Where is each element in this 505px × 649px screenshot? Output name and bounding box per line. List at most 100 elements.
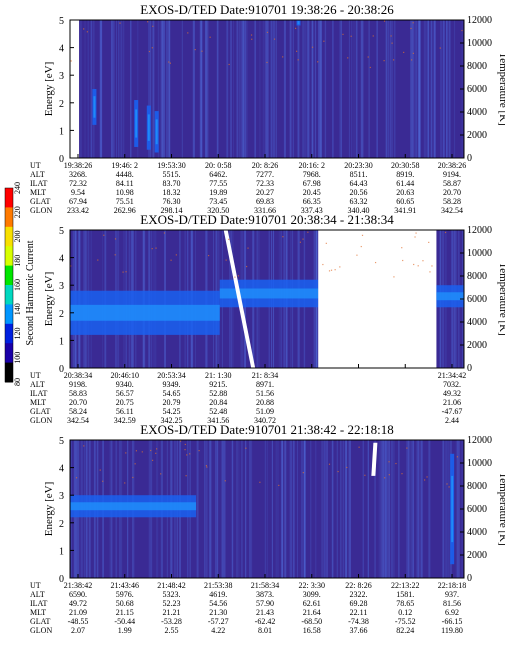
texture-line <box>428 20 430 158</box>
texture-line <box>238 20 241 158</box>
ephemeris-value: 67.98 <box>303 179 321 188</box>
texture-line <box>412 440 414 578</box>
texture-line <box>321 440 323 578</box>
texture-line <box>428 440 430 578</box>
ephemeris-value: 73.45 <box>209 197 227 206</box>
texture-line <box>116 20 117 158</box>
noise-dot <box>224 480 226 482</box>
texture-line <box>387 20 389 158</box>
texture-line <box>427 20 429 158</box>
texture-line <box>408 440 410 578</box>
ephemeris-value: 21.43 <box>256 608 274 617</box>
spectrogram-panel-1: EXOS-D/TED Date:910701 19:38:26 - 20:38:… <box>30 2 505 215</box>
texture-line <box>245 20 248 158</box>
texture-line <box>80 20 82 158</box>
ephemeris-value: 9349. <box>163 380 181 389</box>
noise-dot <box>160 473 162 475</box>
ephemeris-value: 20:38:26 <box>438 161 466 170</box>
texture-line <box>244 440 247 578</box>
texture-line <box>418 20 421 158</box>
ephemeris-value: 52.88 <box>209 389 227 398</box>
texture-line <box>430 20 433 158</box>
texture-line <box>215 440 217 578</box>
ephemeris-value: 342.54 <box>441 206 463 215</box>
y2-tick-label: 10000 <box>467 38 492 49</box>
ephemeris-value: 20: 0:58 <box>205 161 231 170</box>
noise-dot <box>103 234 105 236</box>
y-tick-label: 2 <box>59 99 64 110</box>
ephemeris-value: 20: 8:26 <box>252 161 278 170</box>
ephemeris-value: 16.58 <box>303 626 321 635</box>
texture-line <box>284 440 287 578</box>
ephemeris-value: 341.91 <box>394 206 416 215</box>
ephemeris-value: 20.70 <box>443 188 461 197</box>
ephemeris-value: 58.24 <box>69 407 87 416</box>
y-tick-label: 5 <box>59 436 64 447</box>
texture-line <box>231 440 233 578</box>
noise-dot <box>179 440 182 442</box>
noise-dot <box>86 31 88 33</box>
plot-area <box>70 20 464 158</box>
ephemeris-value: 72.33 <box>256 179 274 188</box>
data-gap-region <box>318 230 437 368</box>
ephemeris-value: 51.56 <box>256 389 274 398</box>
ephemeris-value: -50.44 <box>114 617 135 626</box>
colorbar-tick-label: 200 <box>13 231 22 243</box>
y2-tick-label: 8000 <box>467 61 487 72</box>
texture-line <box>303 440 305 578</box>
texture-line <box>362 20 364 158</box>
ephemeris-value: 20.63 <box>396 188 414 197</box>
texture-line <box>216 20 219 158</box>
noise-dot <box>185 475 187 477</box>
noise-dot <box>414 236 416 238</box>
y-tick-label: 5 <box>59 226 64 237</box>
ephemeris-value: 84.11 <box>116 179 134 188</box>
texture-line <box>339 20 342 158</box>
noise-dot <box>448 486 450 488</box>
texture-line <box>385 440 387 578</box>
texture-line <box>443 20 445 158</box>
texture-line <box>84 20 86 158</box>
enhancement-column-core <box>135 109 138 138</box>
texture-line <box>113 20 115 158</box>
texture-line <box>280 440 283 578</box>
texture-line <box>417 440 420 578</box>
texture-line <box>456 440 459 578</box>
y2-tick-label: 2000 <box>467 130 487 141</box>
ephemeris-value: 3268. <box>69 170 87 179</box>
noise-dot <box>444 231 447 234</box>
texture-line <box>360 20 363 158</box>
ephemeris-value: 337.43 <box>301 206 323 215</box>
noise-dot <box>388 474 390 476</box>
texture-line <box>391 20 394 158</box>
texture-line <box>290 20 292 158</box>
noise-dot <box>392 59 395 61</box>
texture-line <box>226 20 229 158</box>
texture-line <box>412 440 414 578</box>
ephemeris-value: 20:38:34 <box>64 371 92 380</box>
texture-line <box>304 440 307 578</box>
y-tick-label: 1 <box>59 546 64 557</box>
ephemeris-value: 75.51 <box>116 197 134 206</box>
ephemeris-value: 10.98 <box>116 188 134 197</box>
texture-line <box>442 20 444 158</box>
y2-tick-label: 0 <box>467 573 472 584</box>
y2-tick-label: 2000 <box>467 550 487 561</box>
ephemeris-value: 66.35 <box>303 197 321 206</box>
ephemeris-row-label: GLAT <box>30 197 51 206</box>
noise-dot <box>124 482 126 484</box>
ephemeris-row-label: GLON <box>30 626 52 635</box>
colorbar-segment <box>5 343 13 364</box>
ephemeris-value: 320.50 <box>207 206 229 215</box>
texture-line <box>282 440 283 578</box>
noise-dot <box>156 448 158 450</box>
noise-dot <box>122 271 124 273</box>
ephemeris-row-label: UT <box>30 581 41 590</box>
colorbar-tick-label: 180 <box>13 255 22 267</box>
noise-dot <box>83 445 85 447</box>
noise-dot <box>198 450 200 452</box>
white-streak <box>223 230 256 368</box>
texture-line <box>320 20 322 158</box>
ephemeris-value: 8919. <box>396 170 414 179</box>
ephemeris-value: 331.66 <box>254 206 276 215</box>
